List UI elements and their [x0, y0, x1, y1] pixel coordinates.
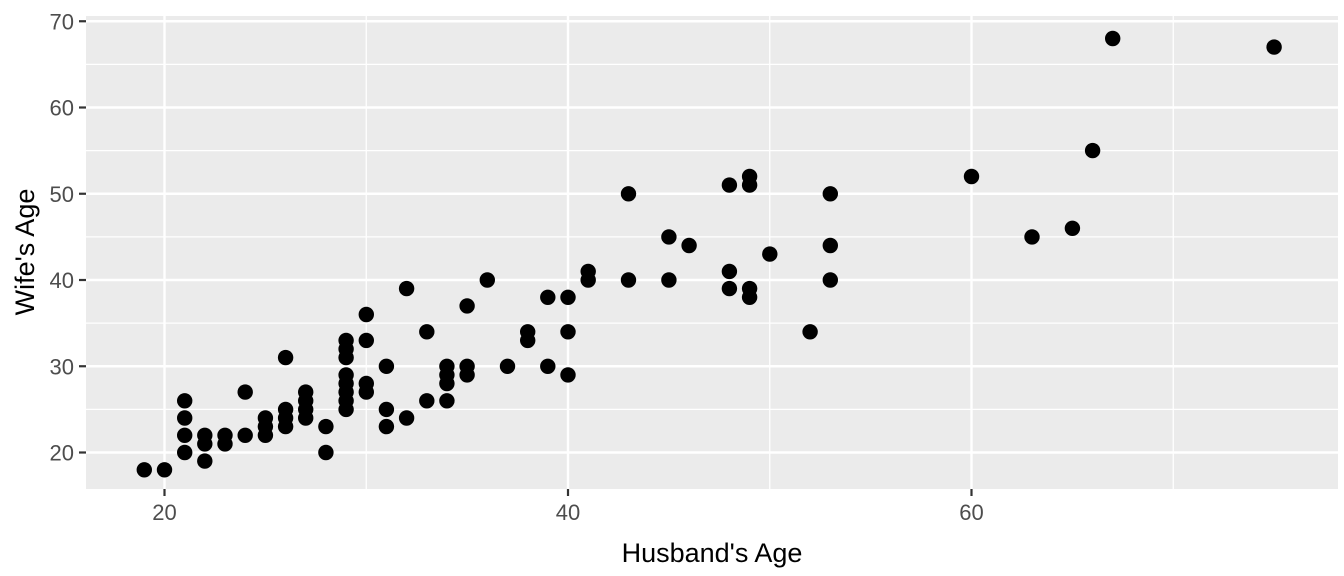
data-point — [721, 177, 738, 193]
data-point — [439, 393, 455, 409]
data-point — [741, 168, 758, 185]
data-point — [398, 280, 415, 297]
data-point — [661, 272, 677, 288]
data-point — [177, 444, 193, 461]
data-point — [681, 237, 697, 254]
data-point — [237, 384, 253, 400]
data-point — [1064, 220, 1081, 236]
data-point — [298, 384, 314, 400]
y-tick-label: 40 — [50, 268, 74, 293]
data-point — [1024, 229, 1040, 245]
data-point — [1084, 142, 1101, 159]
data-point — [156, 462, 173, 478]
data-point — [136, 462, 152, 478]
y-tick-label: 60 — [50, 96, 74, 121]
minor-gridlines — [86, 16, 1338, 489]
y-tick-labels: 20 30 40 50 60 70 — [50, 9, 74, 465]
data-point — [822, 272, 838, 288]
data-point — [419, 324, 435, 340]
tick-marks — [79, 20, 973, 496]
data-point — [822, 186, 838, 202]
data-point — [338, 367, 354, 383]
data-point — [177, 427, 193, 443]
data-point — [358, 306, 374, 323]
data-point — [318, 444, 334, 461]
y-tick-label: 70 — [50, 9, 74, 34]
data-point — [277, 349, 294, 366]
data-point — [217, 427, 233, 443]
data-point — [459, 358, 475, 374]
y-tick-label: 30 — [50, 354, 74, 379]
data-point — [378, 401, 395, 418]
data-point — [197, 427, 213, 443]
data-point — [378, 418, 395, 435]
data-point — [963, 168, 980, 185]
data-point — [358, 332, 374, 349]
data-point — [398, 410, 415, 426]
data-point — [580, 263, 596, 280]
data-point — [378, 358, 395, 374]
data-point — [721, 263, 738, 280]
data-point — [257, 410, 274, 426]
data-point — [177, 393, 193, 409]
x-tick-label: 40 — [556, 500, 580, 525]
data-point — [620, 186, 637, 202]
data-point — [439, 358, 455, 374]
data-point — [177, 410, 193, 426]
data-point — [540, 358, 556, 374]
data-point — [560, 324, 576, 340]
x-tick-label: 60 — [959, 500, 983, 525]
data-point — [520, 324, 536, 340]
data-point — [540, 289, 556, 305]
data-point — [762, 246, 778, 262]
data-point — [277, 401, 294, 418]
x-tick-label: 20 — [152, 500, 176, 525]
data-point — [822, 237, 838, 254]
y-tick-label: 50 — [50, 182, 74, 207]
data-point — [419, 393, 435, 409]
data-point — [1105, 30, 1121, 47]
y-tick-label: 20 — [50, 441, 74, 466]
x-axis-title: Husband's Age — [621, 538, 803, 568]
x-tick-labels: 20 40 60 — [152, 500, 983, 525]
data-point — [197, 453, 213, 469]
data-point — [479, 272, 495, 288]
data-point — [499, 358, 516, 374]
data-point — [802, 324, 818, 340]
data-points — [136, 30, 1282, 478]
data-point — [459, 298, 475, 314]
data-point — [560, 367, 576, 383]
data-point — [1266, 39, 1282, 55]
data-point — [620, 272, 637, 288]
plot-panel — [86, 16, 1338, 489]
data-point — [721, 280, 738, 297]
y-axis-title: Wife's Age — [10, 188, 40, 316]
data-point — [741, 280, 758, 297]
data-point — [318, 418, 334, 435]
major-gridlines — [86, 16, 1338, 489]
data-point — [661, 229, 677, 245]
data-point — [237, 427, 253, 443]
data-point — [338, 332, 354, 349]
data-point — [560, 289, 576, 305]
data-point — [358, 375, 374, 392]
